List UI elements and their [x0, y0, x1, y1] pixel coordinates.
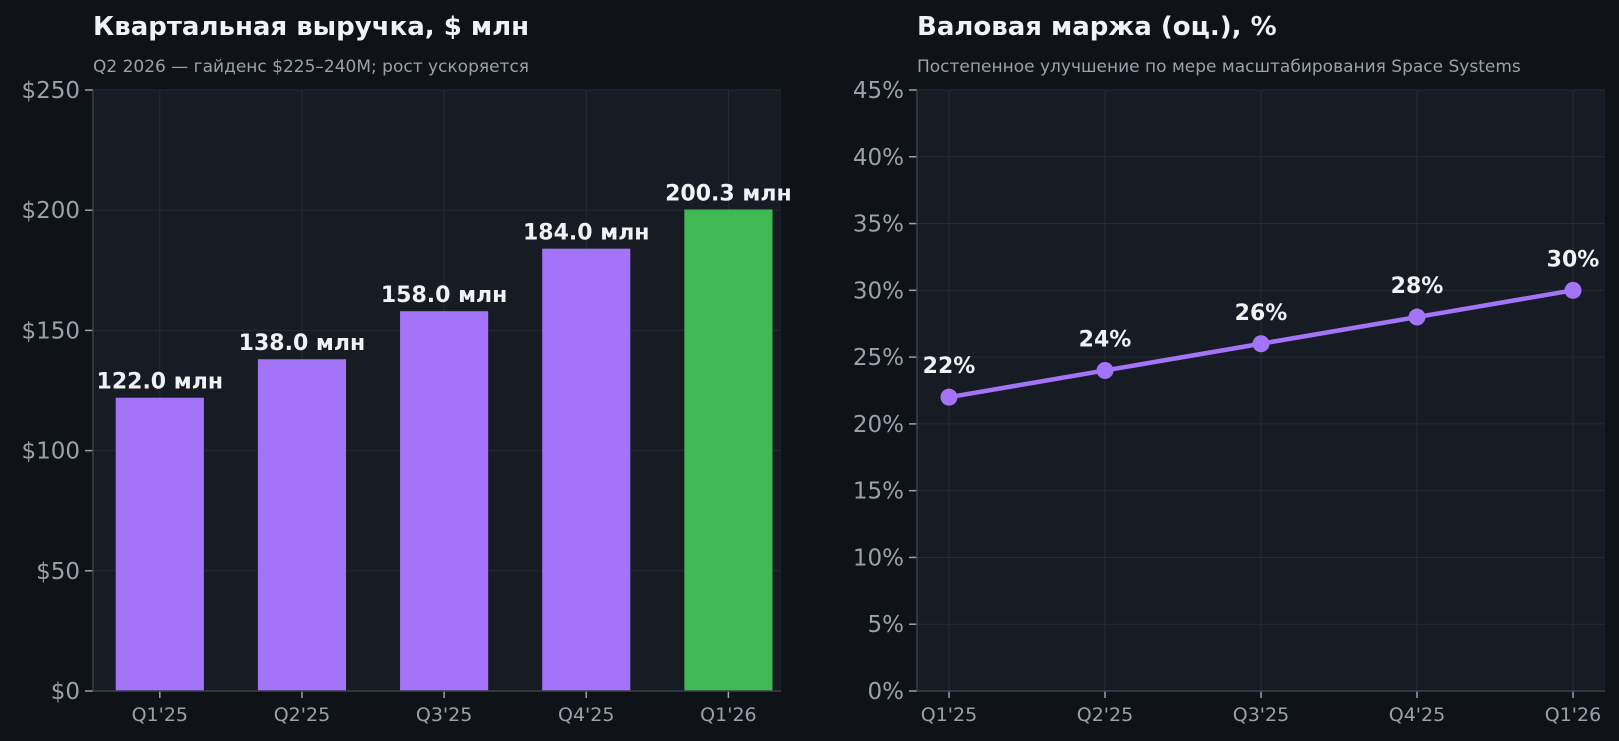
revenue-data-labels: 122.0 млн 138.0 млн 158.0 млн 184.0 млн 200.…	[97, 181, 792, 394]
revenue-x-tick-label: Q4'25	[558, 704, 614, 726]
margin-series	[940, 281, 1582, 406]
revenue-y-tick-label: $50	[36, 559, 80, 585]
margin-x-tick-label: Q4'25	[1389, 704, 1445, 726]
margin-point	[1096, 361, 1114, 379]
revenue-x-tick-label: Q1'25	[132, 704, 188, 726]
revenue-y-tick-label: $150	[21, 318, 80, 344]
revenue-chart-panel: $0 $50 $100 $150 $200 $250 Q1'25 Q2'25 Q3'25 Q4'2…	[21, 12, 791, 726]
revenue-y-tick-label: $0	[51, 679, 80, 705]
revenue-y-tick-label: $200	[21, 198, 80, 224]
margin-chart-subtitle: Постепенное улучшение по мере масштабиро…	[917, 57, 1521, 77]
margin-point-label: 30%	[1547, 247, 1600, 272]
revenue-bar	[684, 209, 773, 691]
revenue-x-tick-label: Q3'25	[416, 704, 472, 726]
margin-data-labels: 22% 24% 26% 28% 30%	[923, 247, 1600, 379]
revenue-bar	[115, 397, 204, 691]
revenue-bar-label: 158.0 млн	[381, 283, 508, 308]
revenue-bar	[400, 311, 489, 691]
revenue-bars	[115, 209, 773, 691]
revenue-bar-label: 122.0 млн	[97, 370, 224, 395]
margin-x-tick-label: Q3'25	[1233, 704, 1289, 726]
margin-y-tick-label: 20%	[853, 412, 904, 438]
revenue-bar-label: 138.0 млн	[239, 331, 366, 356]
margin-gridlines	[917, 89, 1605, 692]
revenue-y-tick-label: $100	[21, 439, 80, 465]
margin-point	[1408, 308, 1426, 326]
revenue-bar-label: 184.0 млн	[523, 221, 650, 246]
margin-y-tick-label: 0%	[868, 679, 905, 705]
margin-x-tick-label: Q1'25	[921, 704, 977, 726]
revenue-y-tick-label: $250	[21, 78, 80, 104]
margin-y-tick-label: 25%	[853, 345, 904, 371]
margin-y-tick-label: 30%	[853, 278, 904, 304]
margin-point	[940, 388, 958, 406]
revenue-x-tick-label: Q1'26	[700, 704, 756, 726]
revenue-chart-subtitle: Q2 2026 — гайденс $225–240M; рост ускоря…	[93, 57, 529, 77]
revenue-chart-title: Квартальная выручка, $ млн	[93, 12, 529, 42]
margin-x-tick-label: Q2'25	[1077, 704, 1133, 726]
margin-point-label: 24%	[1079, 327, 1132, 352]
revenue-bar	[542, 248, 631, 691]
margin-y-tick-label: 5%	[868, 612, 905, 638]
margin-point-label: 28%	[1391, 274, 1444, 299]
margin-x-tick-label: Q1'26	[1545, 704, 1601, 726]
margin-point	[1252, 335, 1270, 353]
margin-y-tick-label: 45%	[853, 78, 904, 104]
revenue-x-tick-label: Q2'25	[274, 704, 330, 726]
margin-point-label: 26%	[1235, 301, 1288, 326]
margin-y-tick-label: 15%	[853, 479, 904, 505]
margin-axes: 0% 5% 10% 15% 20% 25% 30% 35% 40% 45% Q1'25 Q2'25 Q3…	[853, 78, 1605, 726]
margin-y-tick-label: 10%	[853, 545, 904, 571]
margin-y-tick-label: 40%	[853, 145, 904, 171]
margin-y-tick-label: 35%	[853, 212, 904, 238]
margin-chart-panel: 0% 5% 10% 15% 20% 25% 30% 35% 40% 45% Q1'25 Q2'25 Q3…	[853, 12, 1605, 726]
margin-point	[1564, 281, 1582, 299]
revenue-axes: $0 $50 $100 $150 $200 $250 Q1'25 Q2'25 Q3'25 Q4'2…	[21, 78, 781, 726]
revenue-bar-label: 200.3 млн	[665, 181, 792, 206]
margin-chart-title: Валовая маржа (оц.), %	[917, 12, 1277, 42]
revenue-bar	[257, 359, 347, 691]
margin-point-label: 22%	[923, 354, 976, 379]
